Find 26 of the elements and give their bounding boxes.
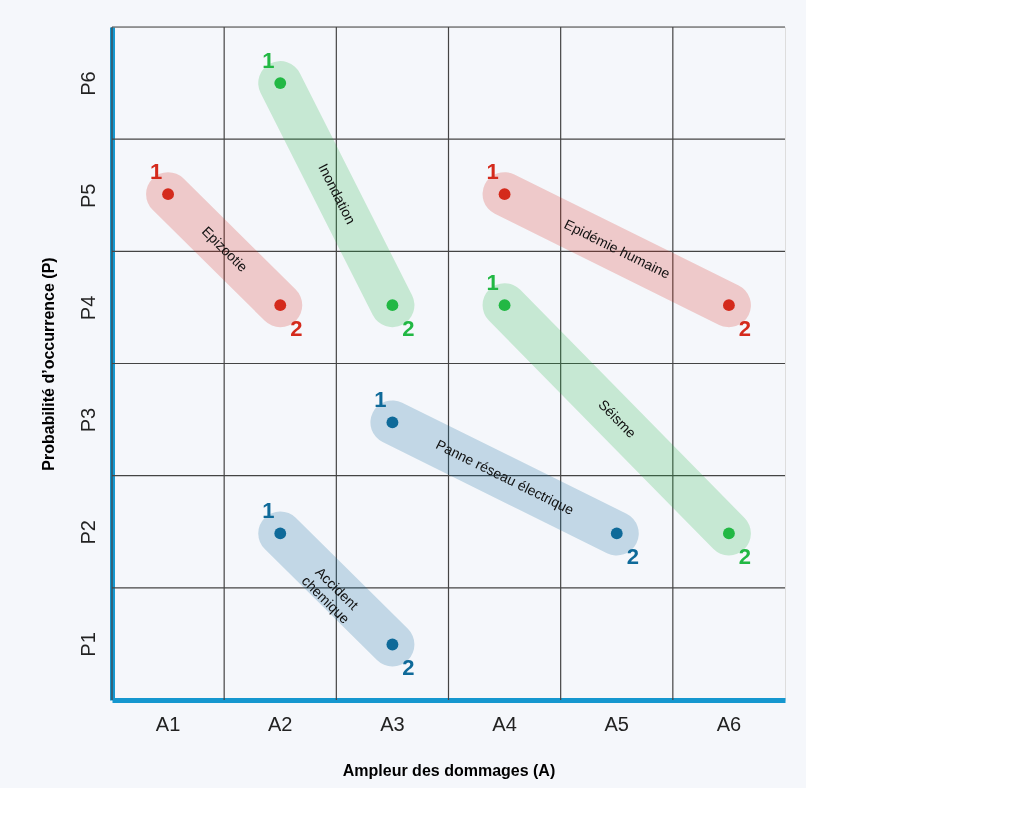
category-label: P2 [76, 520, 99, 545]
category-label: P5 [76, 183, 99, 208]
x-axis-title: Ampleur des dommages (A) [342, 761, 556, 779]
annotation: 1 [262, 48, 275, 74]
category-label: P1 [76, 632, 99, 657]
annotation: 2 [738, 544, 752, 570]
annotation: 1 [486, 270, 499, 296]
x-tick-label: A2 [268, 712, 293, 735]
x-tick-label: A5 [604, 712, 629, 735]
annotation: 2 [626, 544, 639, 570]
annotation: 1 [374, 387, 387, 413]
annotation: 2 [402, 316, 415, 342]
x-tick-label: A1 [155, 712, 181, 735]
annotation: 2 [402, 655, 415, 681]
annotation: 1 [149, 159, 163, 185]
y-axis-title: Probabilité d’occurrence (P) [39, 257, 57, 471]
x-tick-label: A6 [716, 712, 742, 735]
x-tick-label: A4 [492, 712, 517, 735]
annotation: 1 [262, 498, 275, 524]
annotation: 1 [486, 159, 499, 185]
category-label: P4 [76, 295, 99, 321]
x-tick-label: A3 [380, 712, 405, 735]
annotation: 2 [290, 316, 303, 342]
category-label: P6 [76, 71, 99, 96]
category-label: P3 [76, 407, 99, 433]
annotation: 2 [738, 316, 752, 342]
